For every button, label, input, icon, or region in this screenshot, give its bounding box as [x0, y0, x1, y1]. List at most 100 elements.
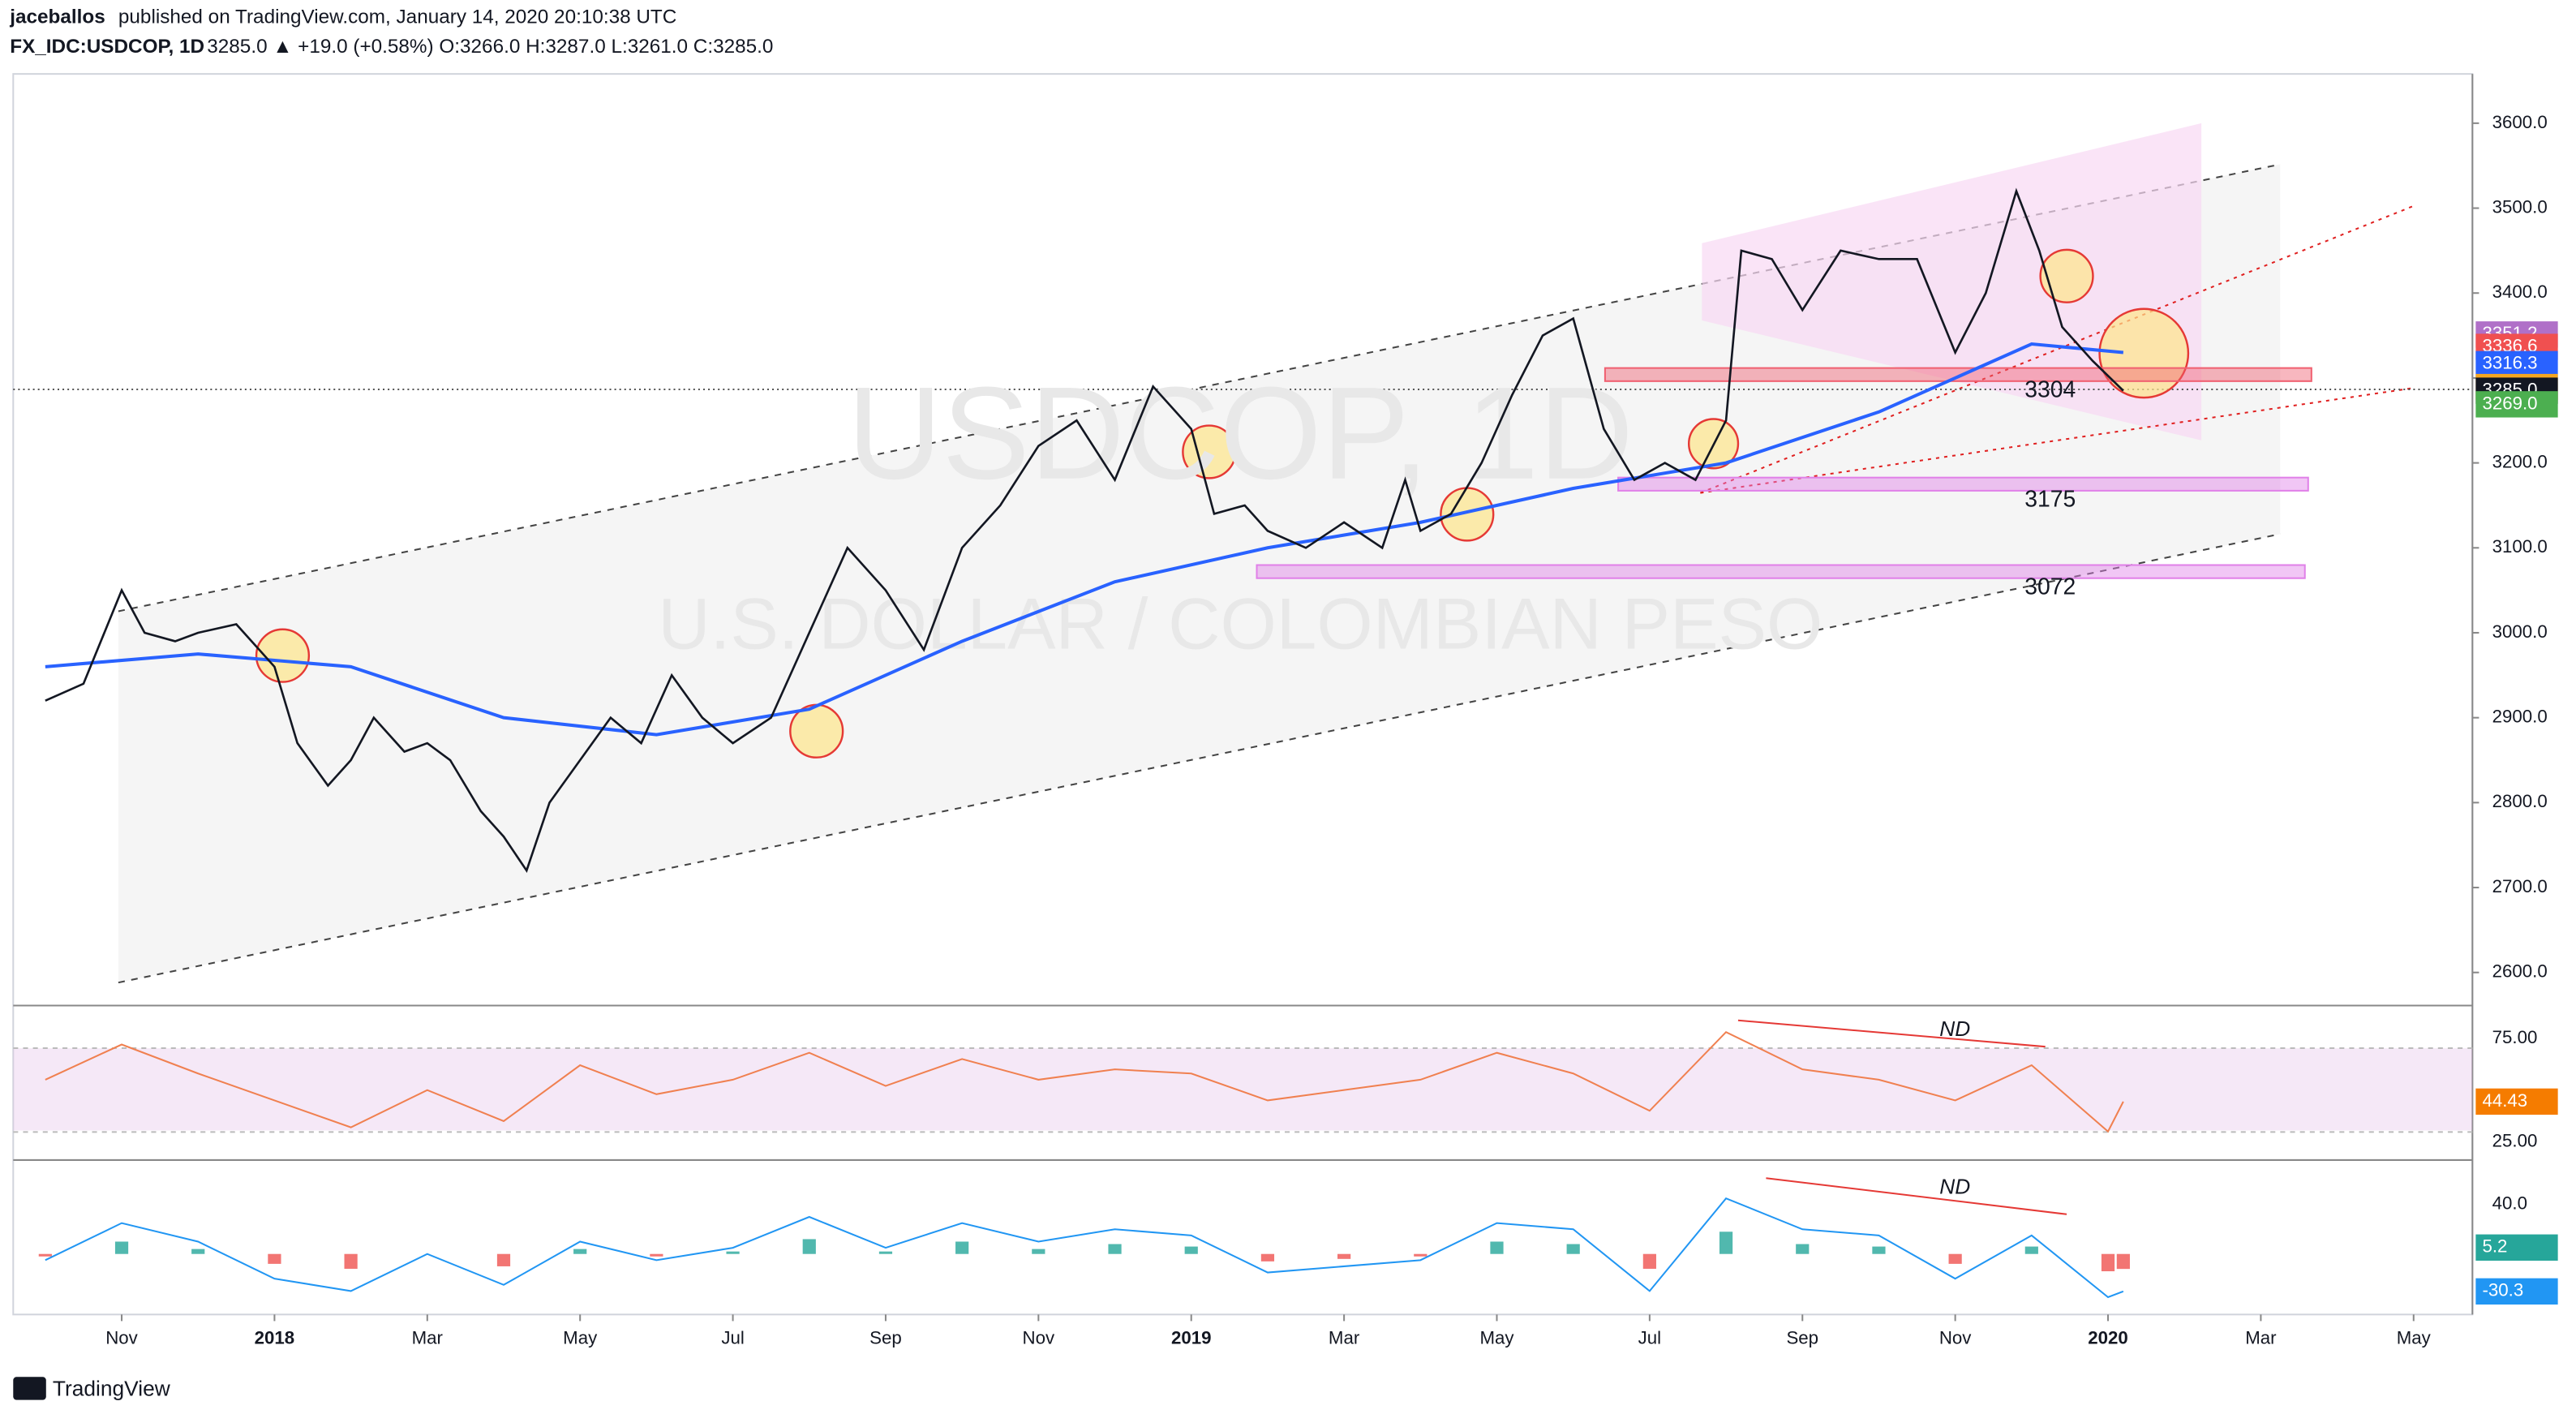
annotation: ND — [1939, 1017, 1970, 1041]
histogram-bar — [802, 1239, 816, 1254]
x-tick-label: May — [2397, 1328, 2432, 1348]
x-tick-label: Mar — [2245, 1328, 2277, 1348]
x-tick-label: May — [1479, 1328, 1514, 1348]
histogram-bar — [1032, 1249, 1045, 1254]
channel-line — [118, 533, 2281, 984]
moving-average — [45, 342, 2124, 737]
histogram-bar — [2116, 1253, 2130, 1270]
y-tick-label: 75.00 — [2492, 1027, 2538, 1047]
y-tick-label: 2700.0 — [2492, 876, 2548, 896]
price-tag — [2475, 391, 2558, 418]
histogram-bar — [496, 1253, 511, 1266]
x-tick-label: Mar — [412, 1328, 444, 1348]
histogram-bar — [650, 1253, 663, 1257]
marker — [2098, 307, 2190, 399]
y-tick-label: 40.0 — [2492, 1193, 2527, 1214]
y-tick-label: 3400.0 — [2492, 282, 2548, 302]
histogram-bar — [1337, 1253, 1351, 1259]
price-tag — [2475, 1278, 2558, 1305]
histogram-bar — [38, 1253, 52, 1257]
y-tick-label: 2800.0 — [2492, 791, 2548, 811]
y-tick-label: 25.00 — [2492, 1130, 2538, 1150]
histogram-bar — [2101, 1253, 2115, 1272]
histogram-bar — [1566, 1244, 1580, 1254]
histogram-bar — [268, 1253, 281, 1264]
price-tag-label: 3269.0 — [2482, 393, 2537, 413]
histogram-bar — [955, 1241, 969, 1254]
y-tick-label: 3500.0 — [2492, 196, 2548, 217]
price-tag-label: -30.3 — [2482, 1280, 2523, 1300]
quote: 3285.0 ▲ +19.0 (+0.58%) O:3266.0 H:3287.… — [207, 36, 773, 58]
x-tick-label: 2020 — [2088, 1328, 2128, 1348]
histogram-bar — [1642, 1253, 1656, 1269]
pink-channel — [1702, 122, 2202, 441]
histogram-bar — [1948, 1253, 1962, 1264]
price-tag — [2475, 1234, 2558, 1261]
x-tick-label: 2018 — [255, 1328, 295, 1348]
histogram-bar — [1872, 1246, 1886, 1254]
symbol: FX_IDC:USDCOP, 1D — [10, 36, 204, 58]
divergence-line — [1737, 1019, 2046, 1048]
histogram-bar — [114, 1241, 129, 1254]
y-tick-label: 2600.0 — [2492, 961, 2548, 982]
histogram-bar — [1184, 1246, 1198, 1254]
watermark: U.S. DOLLAR / COLOMBIAN PESO — [658, 582, 1823, 664]
histogram-bar — [344, 1253, 358, 1269]
trend-line — [1700, 386, 2415, 494]
level-zone — [1604, 367, 2312, 382]
price-tag — [2475, 350, 2558, 378]
price-tag-label: 44.43 — [2482, 1090, 2527, 1111]
x-tick-label: 2019 — [1171, 1328, 1212, 1348]
y-tick-label: 3000.0 — [2492, 621, 2548, 642]
histogram-bar — [2024, 1246, 2038, 1254]
histogram-bar — [1490, 1241, 1504, 1254]
macd-line — [45, 1197, 2124, 1299]
price-tag-label: 3316.3 — [2482, 353, 2537, 373]
histogram-bar — [878, 1251, 893, 1254]
rsi-line — [45, 1030, 2124, 1133]
marker — [2039, 248, 2094, 303]
price-tag-label: 5.2 — [2482, 1236, 2507, 1257]
x-tick-label: May — [563, 1328, 598, 1348]
marker — [1182, 424, 1237, 479]
level-label: 3175 — [2024, 487, 2076, 513]
histogram-bar — [1108, 1244, 1122, 1254]
y-tick-label: 3600.0 — [2492, 112, 2548, 132]
level-label: 3304 — [2024, 376, 2076, 402]
logo — [13, 1377, 46, 1400]
author: jaceballos — [9, 6, 105, 28]
watermark: USDCOP, 1D — [848, 360, 1634, 507]
level-zone — [1617, 476, 2309, 492]
histogram-bar — [726, 1251, 740, 1254]
channel — [118, 164, 2281, 983]
histogram-bar — [1719, 1231, 1733, 1254]
level-label: 3072 — [2024, 574, 2076, 600]
x-tick-label: Nov — [1939, 1328, 1972, 1348]
x-tick-label: Mar — [1329, 1328, 1360, 1348]
histogram-bar — [1796, 1244, 1810, 1254]
y-tick-label: 3100.0 — [2492, 536, 2548, 557]
histogram-bar — [573, 1249, 587, 1254]
level-zone — [1256, 564, 2306, 579]
x-tick-label: Jul — [1638, 1328, 1661, 1348]
rsi-band — [13, 1048, 2473, 1131]
footer: TradingView — [53, 1376, 171, 1400]
x-tick-label: Nov — [1023, 1328, 1055, 1348]
histogram-bar — [191, 1249, 205, 1254]
trend-line — [1699, 204, 2415, 494]
x-tick-label: Sep — [1786, 1328, 1818, 1348]
y-tick-label: 3200.0 — [2492, 451, 2548, 471]
marker — [789, 703, 844, 759]
published: published on TradingView.com, January 14… — [118, 6, 676, 28]
price-line — [45, 187, 2124, 874]
histogram-bar — [1260, 1253, 1275, 1262]
marker — [255, 628, 311, 683]
x-tick-label: Nov — [105, 1328, 138, 1348]
divergence-line — [1766, 1177, 2067, 1215]
annotation: ND — [1939, 1174, 1970, 1198]
y-tick-label: 2900.0 — [2492, 707, 2548, 727]
price-tag — [2475, 1088, 2558, 1115]
histogram-bar — [1414, 1253, 1428, 1257]
x-tick-label: Sep — [869, 1328, 902, 1348]
